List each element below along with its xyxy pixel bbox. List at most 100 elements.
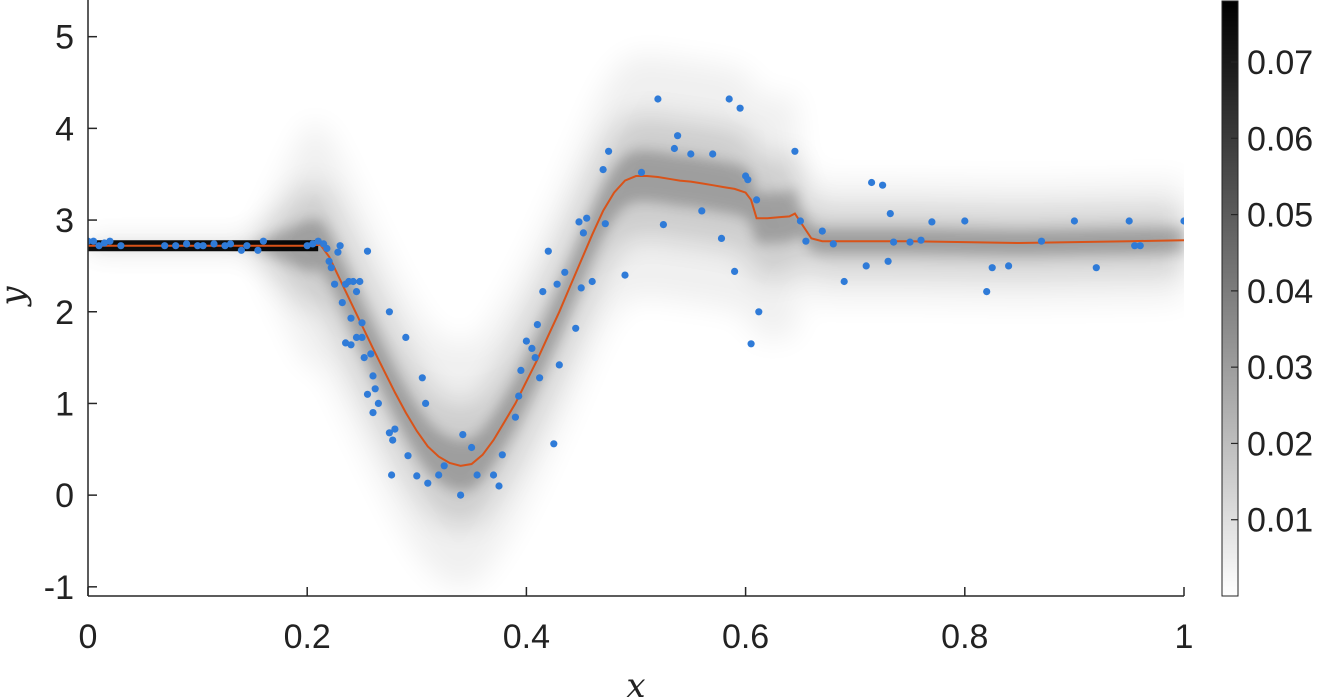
colorbar-tick-label: 0.07 bbox=[1247, 44, 1313, 82]
data-point bbox=[468, 443, 476, 452]
data-point bbox=[515, 392, 523, 400]
y-tick-label: 0 bbox=[55, 477, 74, 515]
data-point bbox=[884, 257, 892, 265]
data-point bbox=[637, 168, 646, 176]
colorbar-gradient bbox=[1221, 0, 1239, 597]
data-point bbox=[917, 236, 925, 244]
colorbar-tick-label: 0.04 bbox=[1247, 273, 1313, 311]
y-tick-label: 4 bbox=[55, 110, 74, 148]
data-point bbox=[199, 242, 207, 250]
data-point bbox=[802, 237, 810, 245]
data-point bbox=[906, 238, 914, 246]
data-point bbox=[553, 280, 561, 288]
data-point bbox=[106, 237, 114, 245]
data-point bbox=[791, 147, 799, 155]
data-point bbox=[687, 150, 695, 158]
data-point bbox=[363, 247, 372, 255]
data-point bbox=[736, 104, 744, 112]
data-point bbox=[829, 240, 837, 248]
data-point bbox=[511, 413, 519, 421]
data-point bbox=[1005, 262, 1013, 270]
data-point bbox=[161, 242, 169, 250]
data-point bbox=[753, 196, 761, 204]
data-point bbox=[347, 314, 355, 322]
data-point bbox=[961, 217, 969, 225]
data-point bbox=[868, 178, 876, 187]
data-point bbox=[583, 214, 591, 222]
mean-line bbox=[88, 175, 1184, 467]
data-point bbox=[338, 299, 346, 307]
y-tick-label: 5 bbox=[55, 19, 74, 57]
data-point bbox=[528, 344, 536, 352]
data-point bbox=[194, 242, 202, 250]
data-point bbox=[374, 399, 382, 407]
colorbar: 0.01 0.02 0.03 0.04 0.05 0.06 0.07 bbox=[1221, 0, 1313, 597]
data-point bbox=[575, 218, 583, 226]
data-point bbox=[533, 321, 542, 329]
data-point bbox=[522, 337, 531, 345]
data-point bbox=[221, 242, 229, 250]
y-axis-label: y bbox=[0, 286, 33, 308]
data-point bbox=[334, 248, 342, 256]
data-point bbox=[358, 333, 366, 341]
x-tick-label: 0.8 bbox=[941, 618, 988, 656]
data-point bbox=[243, 242, 251, 250]
y-tick-label: -1 bbox=[44, 569, 74, 607]
data-point bbox=[309, 240, 317, 248]
colorbar-tick-label: 0.03 bbox=[1247, 349, 1313, 387]
data-point bbox=[588, 277, 596, 286]
data-point bbox=[744, 176, 752, 184]
data-point bbox=[601, 220, 609, 228]
data-point bbox=[1070, 217, 1078, 225]
x-tick-label: 0.2 bbox=[284, 618, 331, 656]
data-point bbox=[577, 284, 585, 292]
colorbar-tick-label: 0.01 bbox=[1247, 502, 1313, 540]
data-point bbox=[369, 409, 377, 417]
data-point bbox=[531, 354, 539, 362]
data-point bbox=[424, 479, 432, 487]
data-point bbox=[731, 267, 739, 275]
data-point bbox=[517, 366, 525, 374]
data-point bbox=[928, 218, 936, 226]
x-tick-label: 0.6 bbox=[722, 618, 769, 656]
data-point bbox=[1180, 217, 1184, 225]
data-point bbox=[369, 372, 377, 380]
data-point bbox=[818, 227, 826, 235]
data-point bbox=[796, 217, 805, 225]
data-point bbox=[747, 340, 755, 348]
data-point bbox=[621, 271, 629, 279]
data-point bbox=[336, 242, 344, 250]
data-point bbox=[254, 246, 262, 254]
data-point bbox=[389, 436, 397, 444]
data-point bbox=[536, 374, 544, 382]
y-ticks: -1 0 1 2 3 4 5 bbox=[44, 19, 97, 607]
data-point bbox=[385, 308, 393, 316]
data-point bbox=[391, 425, 399, 433]
y-tick-label: 2 bbox=[55, 294, 74, 332]
data-point bbox=[1131, 242, 1139, 250]
data-point bbox=[360, 354, 368, 362]
data-point bbox=[303, 242, 311, 250]
data-point bbox=[599, 166, 607, 174]
data-point bbox=[183, 240, 191, 248]
colorbar-tick-label: 0.02 bbox=[1247, 425, 1313, 463]
data-point bbox=[717, 234, 726, 242]
data-point bbox=[1092, 264, 1100, 272]
data-point bbox=[489, 471, 498, 479]
data-point bbox=[473, 471, 481, 479]
data-point bbox=[879, 181, 887, 189]
data-point bbox=[422, 399, 430, 407]
data-point bbox=[755, 308, 763, 316]
series-layer bbox=[88, 95, 1184, 499]
data-point bbox=[358, 319, 366, 327]
data-point bbox=[367, 350, 375, 358]
data-point bbox=[983, 288, 991, 296]
data-point bbox=[371, 385, 379, 393]
data-point bbox=[840, 277, 848, 286]
data-point bbox=[226, 240, 235, 248]
data-point bbox=[674, 132, 682, 140]
data-point bbox=[89, 237, 98, 245]
colorbar-tick-label: 0.06 bbox=[1247, 120, 1313, 158]
x-tick-label: 1 bbox=[1175, 618, 1194, 656]
